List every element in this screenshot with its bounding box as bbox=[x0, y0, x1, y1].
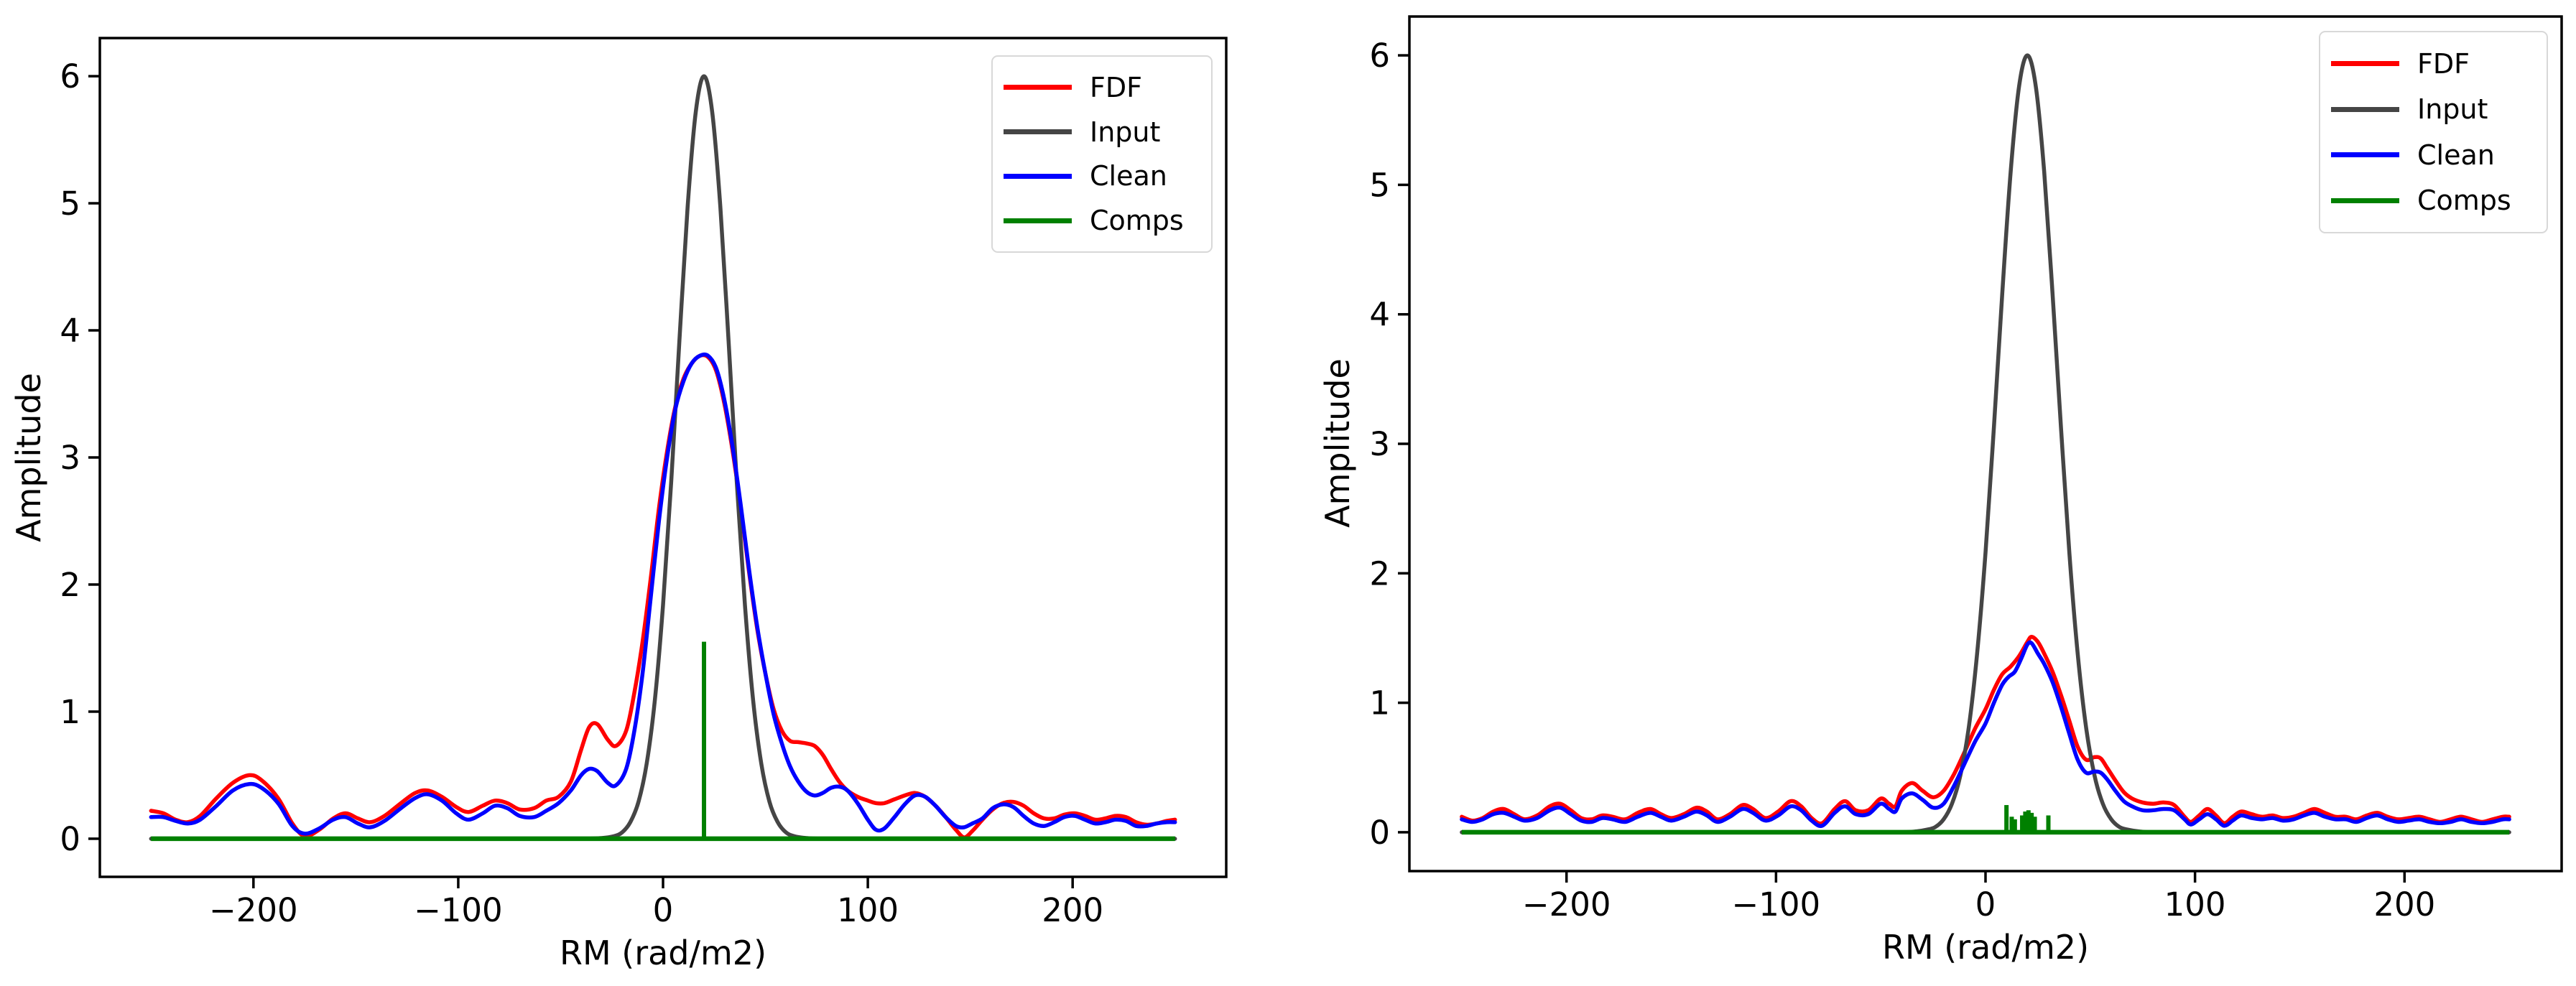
right-y-tick-label: 5 bbox=[1369, 166, 1390, 204]
right-x-tick-label: −100 bbox=[1732, 885, 1821, 924]
right-x-tick-label: 100 bbox=[2164, 885, 2226, 924]
right-series-fdf bbox=[1460, 634, 2511, 826]
right-comps-bar bbox=[2004, 805, 2009, 834]
legend-entry-comps: Comps bbox=[2320, 187, 2547, 214]
legend-label-comps: Comps bbox=[1090, 205, 1184, 237]
right-series-clean bbox=[1460, 640, 2511, 828]
clean-line-sample bbox=[1004, 173, 1072, 179]
right-x-tick-label: 0 bbox=[1975, 885, 1996, 924]
right-y-tick-label: 3 bbox=[1369, 425, 1390, 463]
legend-entry-input: Input bbox=[2320, 96, 2547, 123]
legend-entry-clean: Clean bbox=[993, 162, 1211, 190]
left-comps-bar bbox=[702, 641, 707, 841]
right-y-axis-label: Amplitude bbox=[1318, 358, 1357, 528]
fdf-line-sample bbox=[1004, 85, 1072, 90]
left-y-tick-label: 3 bbox=[60, 439, 80, 477]
legend-label-fdf: FDF bbox=[1090, 71, 1142, 103]
comps-line-sample bbox=[2331, 197, 2399, 203]
right-comps-bar bbox=[2012, 819, 2017, 834]
legend-label-clean: Clean bbox=[1090, 160, 1167, 192]
clean-line-sample bbox=[2331, 152, 2399, 158]
input-line-sample bbox=[1004, 129, 1072, 135]
left-legend: FDF Input Clean Comps bbox=[991, 55, 1213, 253]
right-x-axis-label: RM (rad/m2) bbox=[1881, 928, 2090, 967]
left-y-tick-label: 1 bbox=[60, 693, 80, 731]
right-y-tick-label: 4 bbox=[1369, 296, 1390, 334]
left-chart: −200 −100 0 100 200 0 1 2 3 4 5 6 bbox=[60, 37, 1228, 929]
left-x-tick-label: 0 bbox=[653, 891, 674, 929]
left-y-tick-label: 2 bbox=[60, 566, 80, 604]
right-y-tick-label: 6 bbox=[1369, 37, 1390, 75]
right-comps-bar bbox=[2046, 815, 2051, 834]
left-y-tick-label: 5 bbox=[60, 185, 80, 223]
right-comps-bar bbox=[2026, 810, 2031, 834]
left-x-tick-label: −100 bbox=[414, 891, 503, 929]
legend-label-clean: Clean bbox=[2417, 139, 2495, 171]
left-x-tick-label: 200 bbox=[1042, 891, 1103, 929]
right-comps-bar bbox=[2029, 812, 2034, 834]
right-y-tick-label: 1 bbox=[1369, 684, 1390, 722]
legend-entry-input: Input bbox=[993, 118, 1211, 146]
legend-label-fdf: FDF bbox=[2417, 47, 2470, 80]
left-y-tick-label: 4 bbox=[60, 312, 80, 350]
fdf-line-sample bbox=[2331, 61, 2399, 67]
right-legend: FDF Input Clean Comps bbox=[2319, 31, 2548, 233]
left-x-tick-label: 100 bbox=[837, 891, 899, 929]
right-comps-bar bbox=[2032, 817, 2037, 834]
right-y-tick-label: 0 bbox=[1369, 814, 1390, 852]
right-chart: −200 −100 0 100 200 0 1 2 3 4 5 6 bbox=[1369, 15, 2563, 924]
legend-entry-clean: Clean bbox=[2320, 141, 2547, 169]
legend-label-comps: Comps bbox=[2417, 185, 2511, 217]
legend-label-input: Input bbox=[2417, 93, 2488, 126]
legend-entry-comps: Comps bbox=[993, 207, 1211, 234]
right-comps-bar bbox=[2009, 817, 2014, 834]
right-x-tick-label: −200 bbox=[1522, 885, 1611, 924]
legend-entry-fdf: FDF bbox=[993, 74, 1211, 101]
left-y-axis-label: Amplitude bbox=[9, 373, 48, 542]
legend-entry-fdf: FDF bbox=[2320, 50, 2547, 78]
left-x-tick-label: −200 bbox=[209, 891, 298, 929]
right-x-tick-label: 200 bbox=[2373, 885, 2435, 924]
left-x-axis-label: RM (rad/m2) bbox=[559, 934, 767, 972]
legend-label-input: Input bbox=[1090, 116, 1161, 148]
right-y-tick-label: 2 bbox=[1369, 554, 1390, 592]
input-line-sample bbox=[2331, 106, 2399, 112]
left-series-clean bbox=[149, 352, 1177, 836]
comps-line-sample bbox=[1004, 218, 1072, 223]
right-comps-bar bbox=[2023, 811, 2028, 834]
left-y-tick-label: 0 bbox=[60, 820, 80, 858]
right-comps-bar bbox=[2020, 815, 2025, 834]
left-y-tick-label: 6 bbox=[60, 57, 80, 96]
